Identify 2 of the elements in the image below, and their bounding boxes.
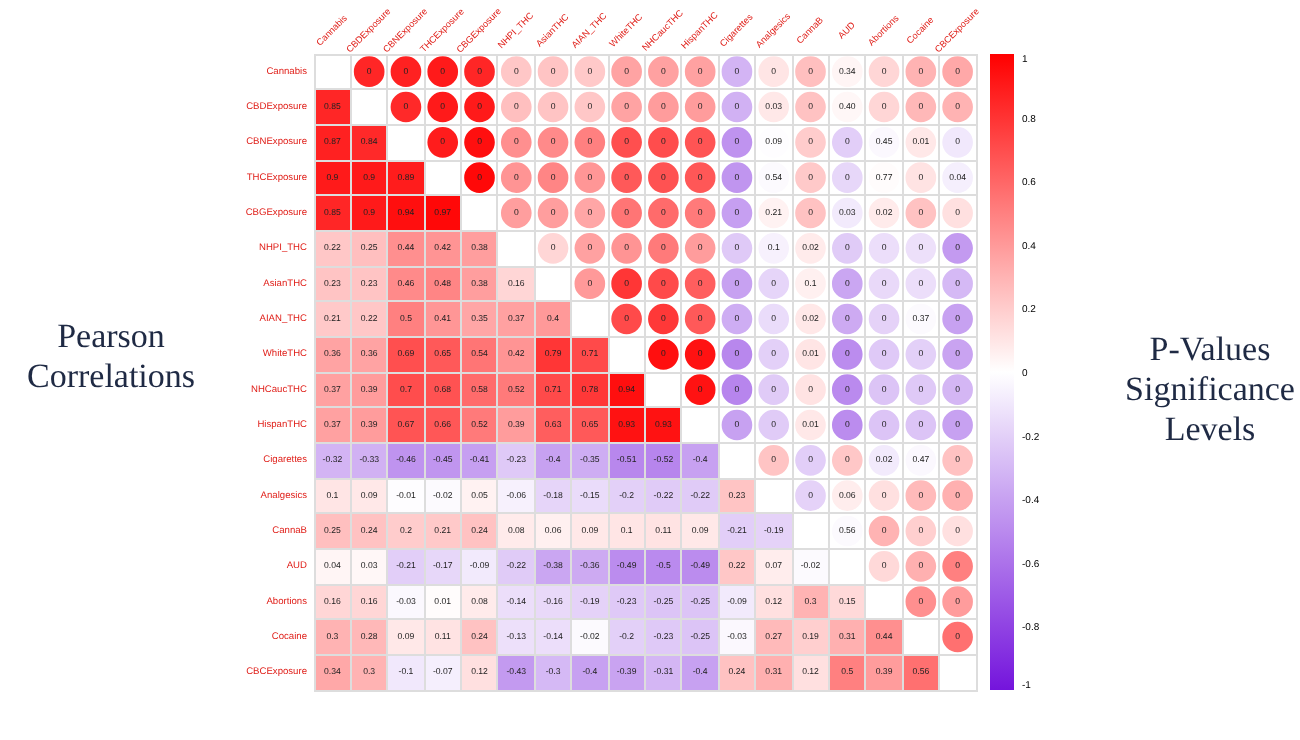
y2-axis-title: P-Values Significance Levels xyxy=(1125,330,1295,448)
y-axis-title: Pearson Correlations xyxy=(26,317,196,395)
